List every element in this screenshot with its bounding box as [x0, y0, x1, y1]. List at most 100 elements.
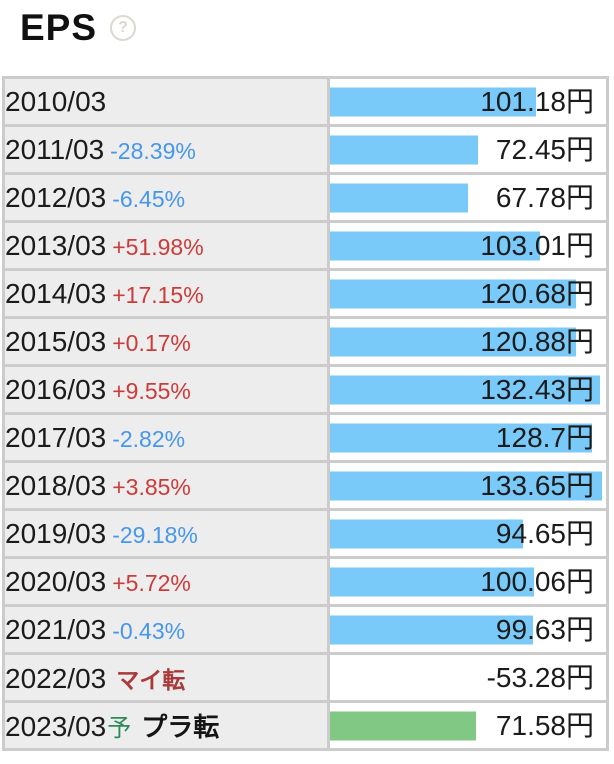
- fiscal-period: 2011/03: [5, 133, 105, 165]
- fiscal-period: 2013/03: [5, 229, 107, 261]
- table-row: 2019/03 -29.18% 94.65円: [2, 508, 609, 559]
- panel-header: EPS ?: [20, 6, 614, 50]
- value-bar: [331, 279, 576, 308]
- value-bar: [331, 615, 533, 644]
- table-row: 2013/03 +51.98% 103.01円: [2, 220, 609, 271]
- value-cell: 67.78円: [327, 172, 609, 223]
- forecast-mark: 予: [107, 715, 132, 742]
- fiscal-period: 2010/03: [5, 85, 107, 117]
- value-label: 72.45円: [495, 134, 594, 165]
- page-title: EPS: [20, 7, 98, 48]
- table-row: 2015/03 +0.17% 120.88円: [2, 316, 609, 367]
- value-label: 120.88円: [480, 326, 594, 357]
- value-bar: [331, 471, 603, 500]
- change-label: -0.43%: [112, 617, 186, 644]
- value-bar: [331, 375, 600, 404]
- value-bar: [331, 183, 468, 212]
- table-row: 2020/03 +5.72% 100.06円: [2, 556, 609, 607]
- fiscal-period: 2012/03: [5, 181, 107, 213]
- value-label: 100.06円: [480, 566, 594, 597]
- value-label: 128.7円: [495, 422, 594, 453]
- table-row: 2017/03 -2.82% 128.7円: [2, 412, 609, 463]
- change-label: -6.45%: [112, 185, 186, 212]
- value-label: 71.58円: [495, 710, 594, 741]
- value-cell: 72.45円: [327, 124, 609, 175]
- value-bar: [331, 87, 537, 116]
- period-cell: 2020/03 +5.72%: [2, 556, 330, 607]
- change-label: プラ転: [141, 712, 220, 742]
- period-cell: 2019/03 -29.18%: [2, 508, 330, 559]
- change-label: +3.85%: [112, 473, 191, 500]
- value-label: 101.18円: [480, 86, 594, 117]
- value-label: 67.78円: [495, 182, 594, 213]
- period-cell: 2013/03 +51.98%: [2, 220, 330, 271]
- value-cell: 101.18円: [327, 76, 609, 127]
- period-cell: 2016/03 +9.55%: [2, 364, 330, 415]
- fiscal-period: 2021/03: [5, 613, 107, 645]
- period-cell: 2022/03 マイ転: [2, 652, 330, 703]
- period-cell: 2021/03 -0.43%: [2, 604, 330, 655]
- eps-history-table: 2010/03 101.18円 2011/03 -28.39% 72.45円 20…: [2, 76, 609, 751]
- fiscal-period: 2017/03: [5, 421, 107, 453]
- value-bar: [331, 327, 577, 356]
- value-cell: 120.68円: [327, 268, 609, 319]
- value-bar: [331, 711, 476, 740]
- period-cell: 2018/03 +3.85%: [2, 460, 330, 511]
- value-label: 120.68円: [480, 278, 594, 309]
- value-bar: [331, 135, 478, 164]
- fiscal-period: 2020/03: [5, 565, 107, 597]
- value-cell: 132.43円: [327, 364, 609, 415]
- table-row: 2014/03 +17.15% 120.68円: [2, 268, 609, 319]
- change-label: +5.72%: [112, 569, 191, 596]
- value-label: 132.43円: [480, 374, 594, 405]
- period-cell: 2017/03 -2.82%: [2, 412, 330, 463]
- change-label: -29.18%: [112, 521, 198, 548]
- value-bar: [331, 519, 523, 548]
- value-bar: [331, 231, 540, 260]
- value-cell: 128.7円: [327, 412, 609, 463]
- table-row: 2018/03 +3.85% 133.65円: [2, 460, 609, 511]
- period-cell: 2015/03 +0.17%: [2, 316, 330, 367]
- change-label: +51.98%: [112, 233, 204, 260]
- change-label: -28.39%: [110, 137, 196, 164]
- period-cell: 2023/03予 プラ転: [2, 700, 330, 751]
- fiscal-period: 2023/03: [5, 711, 107, 742]
- value-cell: -53.28円: [327, 652, 609, 703]
- help-icon[interactable]: ?: [110, 15, 137, 41]
- table-row: 2021/03 -0.43% 99.63円: [2, 604, 609, 655]
- change-label: マイ転: [116, 666, 186, 693]
- eps-table-body: 2010/03 101.18円 2011/03 -28.39% 72.45円 20…: [2, 76, 609, 751]
- fiscal-period: 2018/03: [5, 469, 107, 501]
- value-cell: 103.01円: [327, 220, 609, 271]
- value-label: -53.28円: [486, 662, 594, 693]
- fiscal-period: 2015/03: [5, 325, 107, 357]
- value-cell: 120.88円: [327, 316, 609, 367]
- value-label: 99.63円: [495, 614, 594, 645]
- fiscal-period: 2014/03: [5, 277, 107, 309]
- fiscal-period: 2019/03: [5, 517, 107, 549]
- value-cell: 100.06円: [327, 556, 609, 607]
- period-cell: 2012/03 -6.45%: [2, 172, 330, 223]
- value-label: 133.65円: [480, 470, 594, 501]
- fiscal-period: 2016/03: [5, 373, 107, 405]
- fiscal-period: 2022/03: [5, 662, 107, 694]
- change-label: +9.55%: [112, 377, 191, 404]
- change-label: +17.15%: [112, 281, 204, 308]
- period-cell: 2011/03 -28.39%: [2, 124, 330, 175]
- period-cell: 2014/03 +17.15%: [2, 268, 330, 319]
- value-label: 103.01円: [480, 230, 594, 261]
- value-bar: [331, 567, 534, 596]
- value-label: 94.65円: [495, 518, 594, 549]
- period-cell: 2010/03: [2, 76, 330, 127]
- change-label: -2.82%: [112, 425, 186, 452]
- table-row: 2023/03予 プラ転 71.58円: [2, 700, 609, 751]
- table-row: 2011/03 -28.39% 72.45円: [2, 124, 609, 175]
- table-row: 2010/03 101.18円: [2, 76, 609, 127]
- table-row: 2016/03 +9.55% 132.43円: [2, 364, 609, 415]
- value-cell: 133.65円: [327, 460, 609, 511]
- value-cell: 71.58円: [327, 700, 609, 751]
- change-label: +0.17%: [112, 329, 191, 356]
- value-cell: 94.65円: [327, 508, 609, 559]
- table-row: 2022/03 マイ転 -53.28円: [2, 652, 609, 703]
